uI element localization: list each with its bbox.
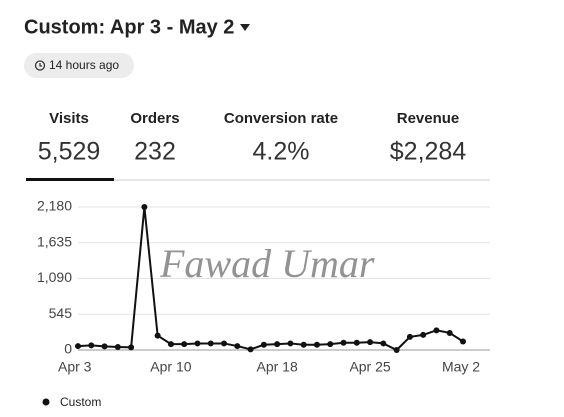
legend-swatch: [42, 398, 50, 406]
point: [207, 340, 214, 347]
stat-value: $2,284: [390, 138, 467, 166]
watermark: Fawad Umar: [159, 241, 375, 286]
y-tick-label: 2,180: [37, 198, 72, 214]
point: [181, 341, 188, 348]
point: [393, 347, 400, 353]
page-title[interactable]: Custom: Apr 3 - May 2: [24, 16, 234, 38]
grid: 0 545 1,090 1,635 2,180 Apr 3 Apr 10 Apr 18 Apr …: [37, 198, 490, 375]
point: [128, 344, 135, 351]
updated-pill: [24, 53, 134, 78]
x-tick-label: Apr 18: [257, 359, 298, 375]
point: [446, 329, 453, 336]
point: [460, 338, 466, 345]
point: [194, 340, 201, 347]
selected-tab-underline: [26, 178, 114, 181]
point: [420, 331, 427, 338]
y-tick-label: 0: [64, 341, 72, 357]
clock-icon: [34, 60, 46, 71]
x-tick-label: Apr 10: [150, 359, 191, 375]
point: [260, 341, 267, 348]
stat-value: 232: [134, 138, 176, 166]
point: [234, 343, 241, 350]
plot: [75, 204, 466, 353]
point: [154, 332, 161, 339]
legend-label: Custom: [60, 395, 101, 409]
point: [433, 327, 440, 334]
point: [141, 204, 148, 210]
dropdown-caret[interactable]: [240, 24, 250, 31]
point: [287, 340, 294, 347]
point: [221, 340, 228, 347]
point: [340, 339, 347, 346]
y-tick-label: 1,090: [37, 269, 72, 285]
y-tick-label: 1,635: [37, 233, 72, 249]
point: [380, 340, 387, 347]
stat-value: 5,529: [38, 138, 101, 166]
y-tick-label: 545: [49, 305, 73, 321]
updated-text: 14 hours ago: [49, 58, 119, 72]
point: [75, 343, 81, 350]
point: [367, 339, 374, 346]
series-line: [77, 206, 464, 352]
clock-hands: [39, 63, 42, 67]
stat-label: Orders: [130, 110, 179, 127]
stat-label: Conversion rate: [224, 110, 338, 127]
point: [406, 333, 413, 340]
x-tick-label: Apr 25: [349, 359, 390, 375]
point: [247, 346, 254, 353]
point: [114, 344, 121, 351]
stat-label: Revenue: [397, 110, 460, 127]
x-tick-label: Apr 3: [58, 359, 92, 375]
stats-row: Visits 5,529 Orders 232 Conversion rate 4.2% R…: [38, 110, 467, 166]
point: [300, 341, 307, 348]
point: [167, 341, 174, 348]
point: [101, 343, 108, 350]
point: [353, 339, 360, 346]
stat-value: 4.2%: [253, 138, 310, 166]
stat-label: Visits: [49, 110, 89, 127]
x-tick-label: May 2: [442, 359, 480, 375]
point: [327, 341, 334, 348]
point: [88, 342, 95, 349]
point: [313, 341, 320, 348]
point: [274, 341, 281, 348]
